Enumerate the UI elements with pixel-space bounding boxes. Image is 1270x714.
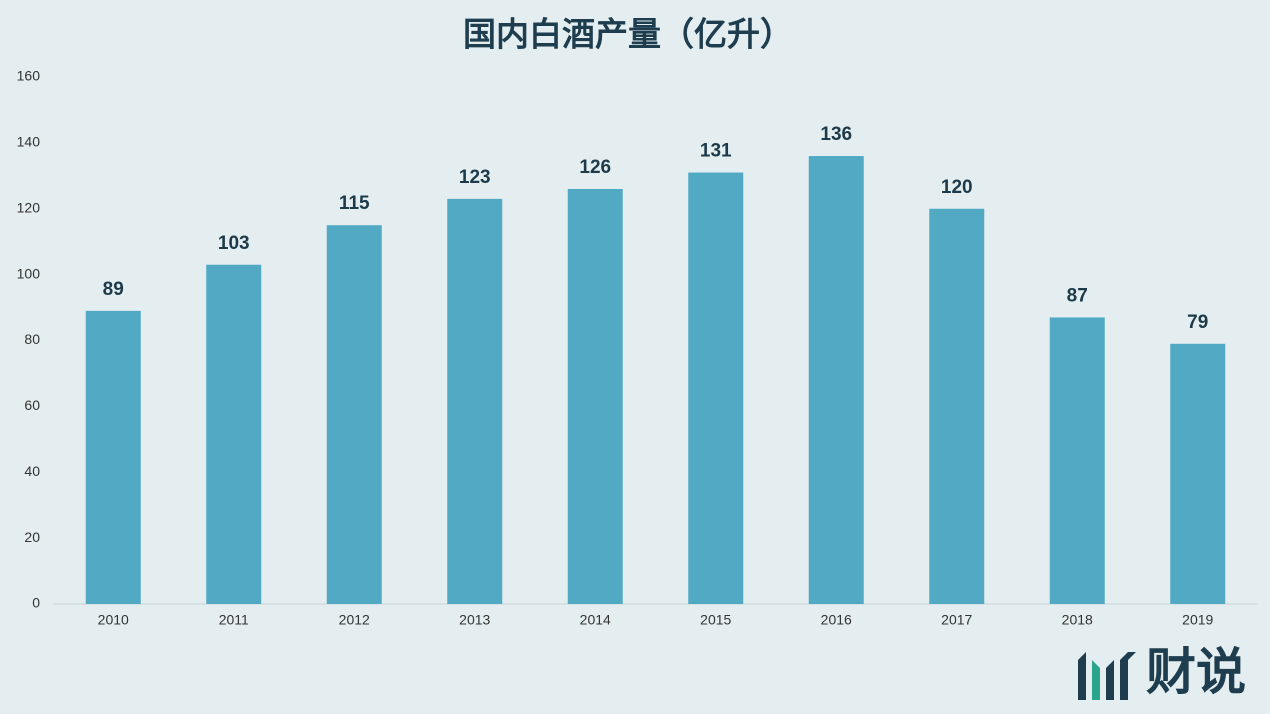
x-tick-label: 2016 [821, 612, 852, 628]
y-tick-label: 160 [17, 68, 41, 84]
value-label: 126 [579, 157, 611, 178]
x-tick-label: 2012 [339, 612, 370, 628]
y-tick-label: 100 [17, 265, 41, 281]
x-tick-label: 2011 [219, 612, 249, 628]
bar [206, 264, 262, 604]
logo-icon [1092, 660, 1100, 700]
logo-icon [1120, 652, 1136, 700]
bar [447, 198, 503, 604]
x-tick-label: 2017 [941, 612, 972, 628]
y-tick-label: 40 [24, 463, 40, 479]
value-label: 115 [339, 193, 370, 214]
y-tick-label: 0 [32, 595, 40, 611]
y-tick-label: 20 [24, 529, 40, 545]
y-tick-label: 120 [17, 199, 41, 215]
x-tick-label: 2013 [459, 612, 490, 628]
bar [85, 310, 141, 604]
x-tick-label: 2010 [98, 612, 129, 628]
x-tick-label: 2014 [580, 612, 611, 628]
x-tick-label: 2018 [1062, 612, 1093, 628]
value-label: 79 [1187, 312, 1208, 333]
x-tick-label: 2015 [700, 612, 731, 628]
logo-icon [1078, 652, 1086, 700]
logo-text: 财说 [1146, 644, 1246, 700]
y-tick-label: 60 [24, 397, 40, 413]
value-label: 123 [459, 167, 491, 188]
bar [929, 208, 985, 604]
x-tick-label: 2019 [1182, 612, 1213, 628]
chart-title: 国内白酒产量（亿升） [463, 16, 793, 53]
bar [1170, 343, 1226, 604]
bar [326, 225, 382, 604]
value-label: 87 [1067, 285, 1088, 306]
y-tick-label: 140 [17, 134, 41, 150]
value-label: 136 [820, 124, 852, 145]
value-label: 89 [103, 279, 124, 300]
value-label: 131 [700, 141, 732, 162]
logo: 财说 [1078, 644, 1246, 700]
value-label: 103 [218, 233, 250, 254]
bar [567, 188, 623, 605]
value-label: 120 [941, 177, 973, 198]
y-tick-label: 80 [24, 331, 40, 347]
bar [808, 156, 864, 605]
bar [688, 172, 744, 605]
logo-icon [1106, 660, 1114, 700]
bar [1049, 317, 1105, 604]
